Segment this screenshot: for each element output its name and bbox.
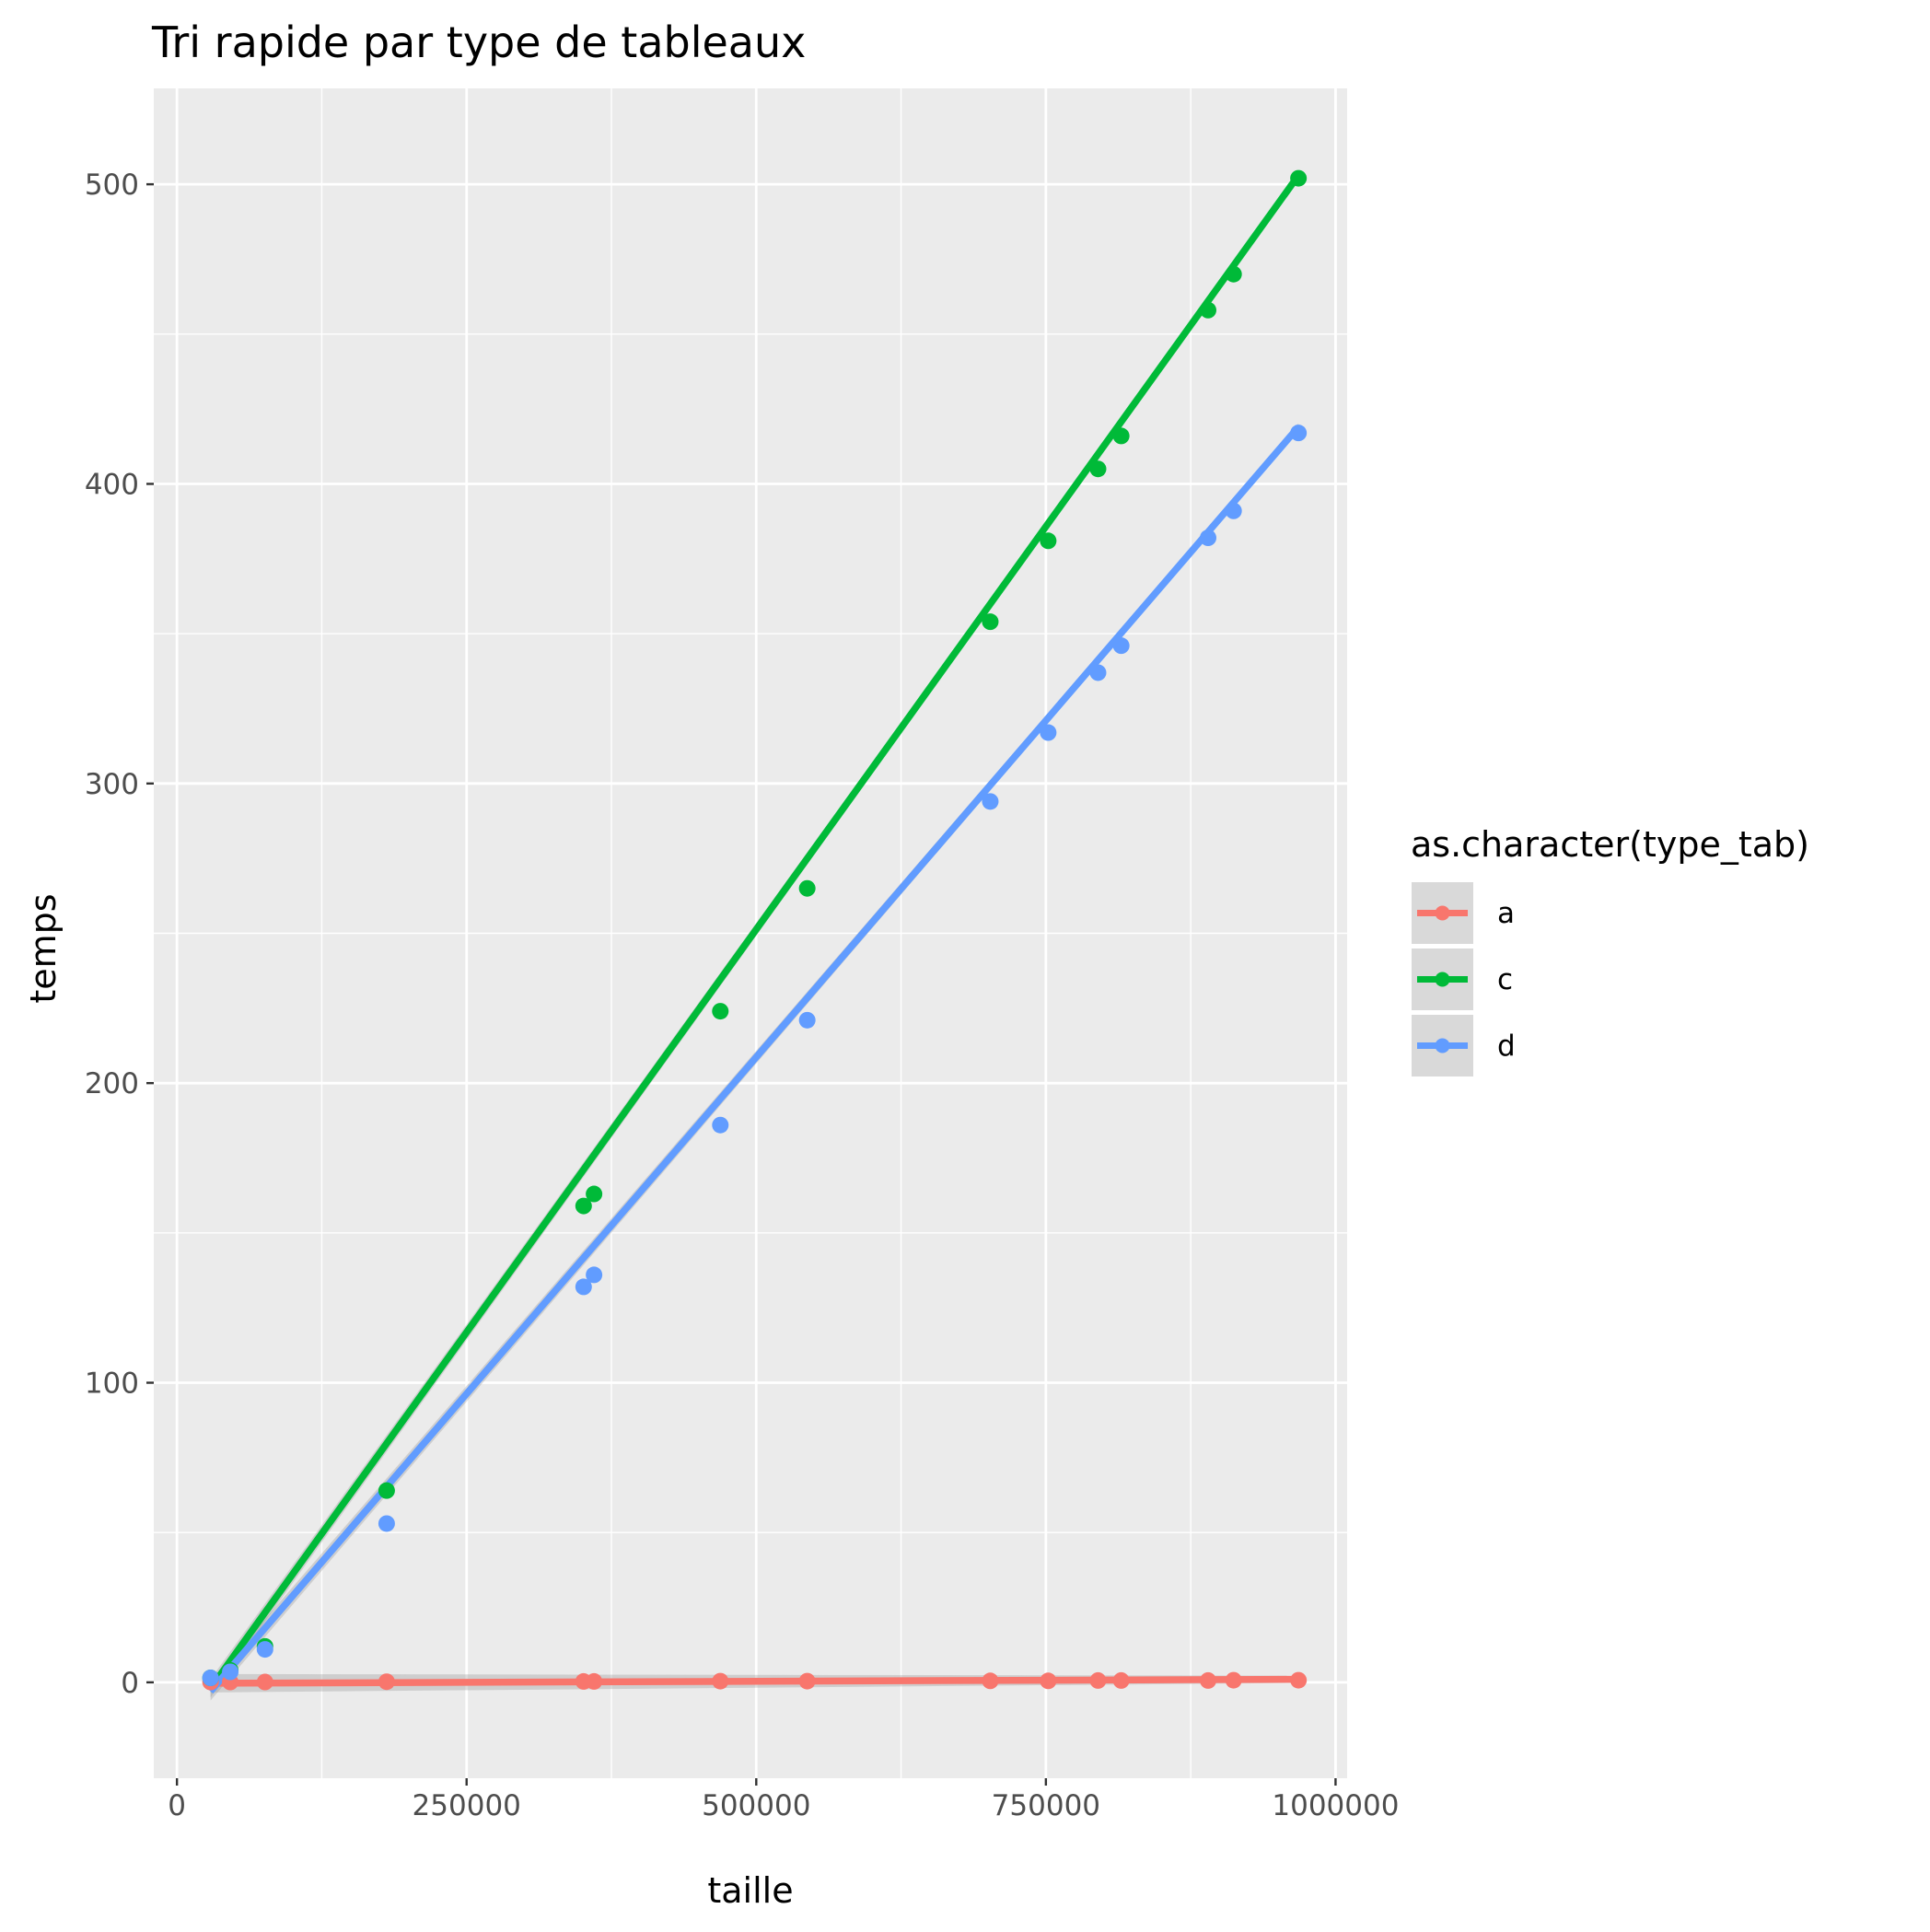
data-point-d: [202, 1670, 219, 1687]
x-axis-title: taille: [707, 1870, 793, 1911]
data-point-a: [1225, 1671, 1242, 1689]
data-point-d: [712, 1116, 729, 1134]
data-point-c: [1040, 532, 1057, 550]
data-point-d: [982, 793, 999, 810]
data-point-d: [798, 1011, 816, 1029]
y-axis-title: temps: [23, 893, 64, 1003]
data-point-c: [586, 1185, 603, 1203]
data-point-c: [1112, 427, 1130, 445]
data-point-d: [1290, 425, 1308, 442]
chart-title: Tri rapide par type de tableaux: [151, 17, 806, 67]
data-point-a: [982, 1672, 999, 1690]
data-point-c: [1089, 460, 1107, 478]
data-point-c: [712, 1003, 729, 1020]
y-tick-label: 200: [85, 1067, 139, 1100]
x-tick-label: 750000: [992, 1789, 1100, 1822]
data-point-a: [1200, 1671, 1217, 1689]
data-point-c: [575, 1197, 592, 1215]
legend: as.character(type_tab) ac d: [1410, 824, 1809, 1078]
data-point-a: [1290, 1671, 1308, 1689]
x-tick-label: 250000: [413, 1789, 521, 1822]
x-tick-label: 0: [168, 1789, 186, 1822]
data-point-a: [1112, 1671, 1130, 1689]
data-point-a: [256, 1673, 273, 1691]
x-tick-label: 500000: [702, 1789, 810, 1822]
legend-label-c: c: [1497, 963, 1513, 996]
data-point-c: [378, 1482, 395, 1499]
x-axis-ticks: 0 250000 500000 750000 1000000: [168, 1778, 1399, 1822]
data-point-d: [1225, 502, 1242, 519]
x-tick-label: 1000000: [1272, 1789, 1399, 1822]
data-point-a: [712, 1672, 729, 1690]
legend-point-c: [1435, 972, 1450, 987]
data-point-d: [222, 1663, 239, 1681]
data-point-c: [798, 879, 816, 897]
y-axis-ticks: 0 100 200 300 400 500: [85, 169, 154, 1700]
data-point-c: [1290, 169, 1308, 187]
data-point-c: [1225, 265, 1242, 283]
data-point-a: [586, 1672, 603, 1690]
data-point-a: [1040, 1672, 1057, 1690]
y-tick-label: 0: [121, 1667, 139, 1700]
data-point-c: [982, 613, 999, 631]
y-tick-label: 400: [85, 468, 139, 501]
data-point-d: [1089, 664, 1107, 681]
y-tick-label: 100: [85, 1368, 139, 1401]
legend-point-d: [1435, 1038, 1450, 1053]
data-point-d: [1040, 724, 1057, 741]
data-point-d: [378, 1515, 395, 1532]
data-point-a: [378, 1673, 395, 1691]
fit-line-a: [210, 1675, 1299, 1687]
data-points: [202, 169, 1308, 1691]
grid-minor: [154, 88, 1347, 1778]
legend-point-a: [1435, 905, 1450, 921]
data-point-a: [1089, 1671, 1107, 1689]
fit-line-c: [207, 173, 1302, 1691]
data-point-d: [575, 1278, 592, 1296]
data-point-c: [1200, 301, 1217, 319]
data-point-d: [1200, 530, 1217, 547]
data-point-d: [1112, 637, 1130, 655]
legend-label-a: a: [1497, 897, 1515, 930]
y-tick-label: 300: [85, 768, 139, 801]
data-point-d: [586, 1266, 603, 1284]
legend-label-d: d: [1497, 1030, 1516, 1063]
fit-line-d: [207, 425, 1301, 1694]
data-point-d: [256, 1641, 273, 1658]
y-tick-label: 500: [85, 169, 139, 202]
data-point-a: [798, 1672, 816, 1690]
legend-title: as.character(type_tab): [1411, 824, 1809, 865]
